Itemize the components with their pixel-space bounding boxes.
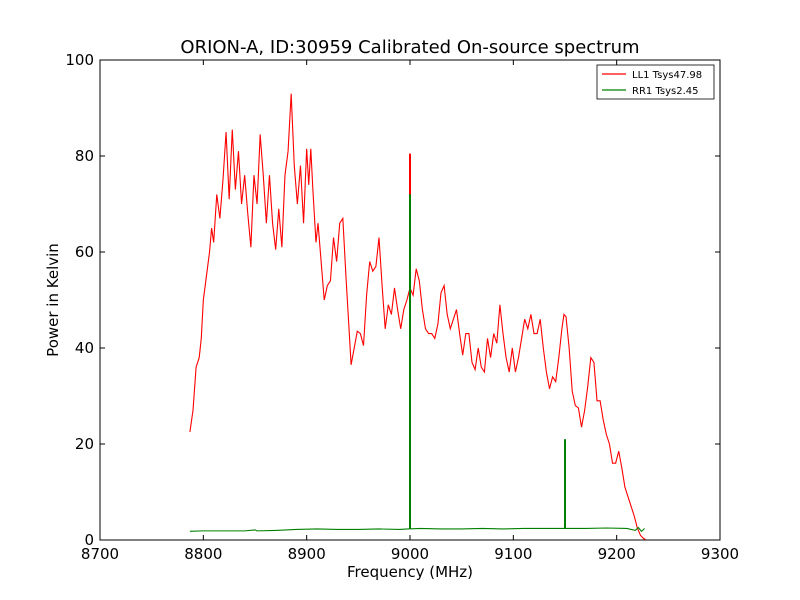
- legend-label-ll1: LL1 Tsys47.98: [632, 70, 702, 81]
- x-tick-label: 9300: [701, 545, 739, 563]
- x-tick-label: 9000: [391, 545, 429, 563]
- y-tick-label: 80: [75, 147, 94, 165]
- legend: LL1 Tsys47.98 RR1 Tsys2.45: [596, 64, 715, 100]
- x-axis-label: Frequency (MHz): [347, 563, 473, 581]
- x-tick-label: 8700: [81, 545, 119, 563]
- y-tick-label: 60: [75, 243, 94, 261]
- plot-area: 8700 8800 8900 9000 9100 9200 9300 0 20 40 60 80 10…: [65, 51, 739, 563]
- y-tick-label: 20: [75, 435, 94, 453]
- y-axis-ticks: 0 20 40 60 80 100: [65, 51, 720, 549]
- x-tick-label: 8900: [288, 545, 326, 563]
- series-layer: [189, 93, 646, 541]
- legend-label-rr1: RR1 Tsys2.45: [632, 86, 699, 97]
- y-tick-label: 100: [65, 51, 94, 69]
- series-line-ll1: [189, 93, 646, 541]
- x-axis-ticks: 8700 8800 8900 9000 9100 9200 9300: [81, 60, 739, 563]
- chart-title: ORION-A, ID:30959 Calibrated On-source s…: [180, 37, 639, 58]
- series-line-rr1: [189, 526, 645, 533]
- x-tick-label: 9200: [598, 545, 636, 563]
- x-tick-label: 9100: [494, 545, 532, 563]
- y-tick-label: 40: [75, 339, 94, 357]
- x-tick-label: 8800: [184, 545, 222, 563]
- y-axis-label: Power in Kelvin: [44, 243, 62, 357]
- legend-box: [596, 64, 715, 100]
- y-tick-label: 0: [84, 531, 94, 549]
